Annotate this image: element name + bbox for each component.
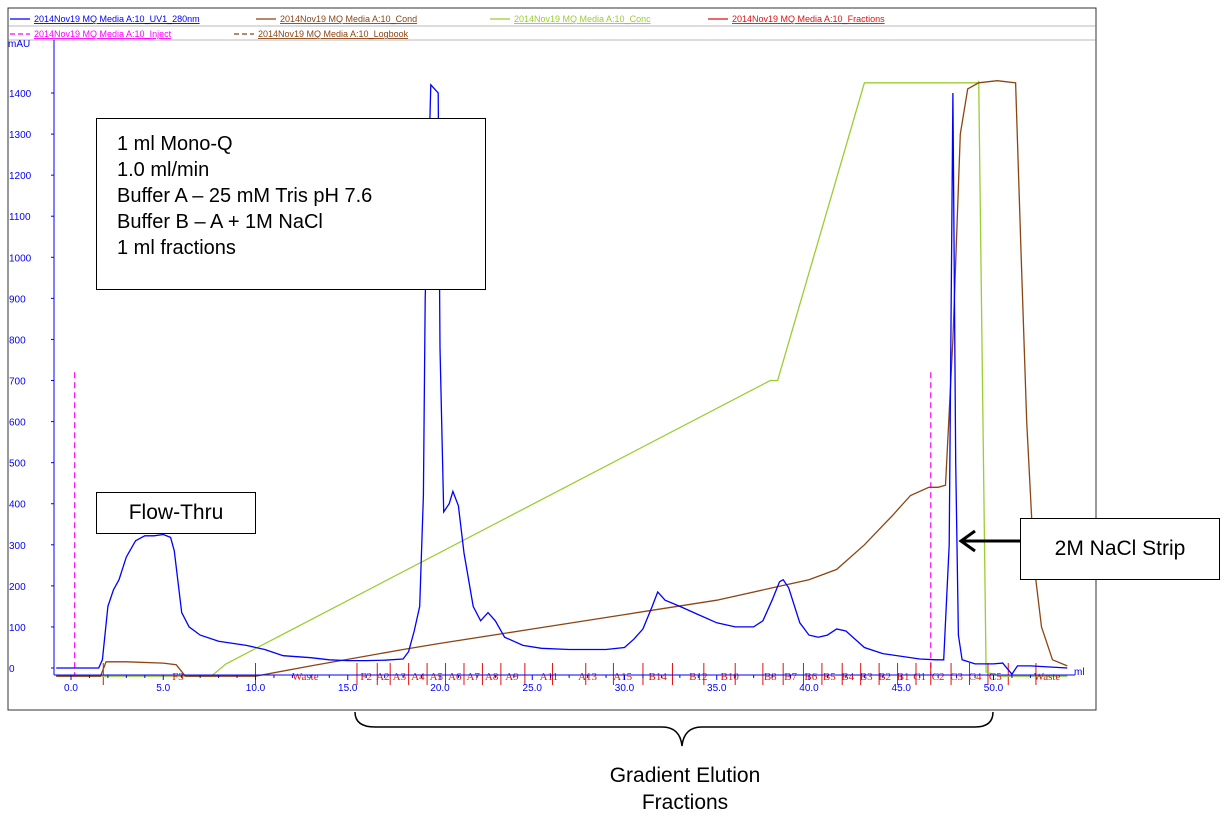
y-tick-label: 400 [9, 500, 26, 511]
fraction-label: A8 [485, 671, 499, 683]
fraction-label: B8 [764, 671, 777, 683]
method-line-buffer-b: Buffer B – A + 1M NaCl [117, 211, 323, 233]
y-tick-label: 100 [9, 623, 26, 634]
concentration-trace [56, 80, 1068, 677]
conductivity-trace [56, 80, 1068, 677]
strip-label: 2M NaCl Strip [1020, 518, 1220, 580]
legend-entry: 2014Nov19 MQ Media A:10_Conc [490, 14, 651, 24]
y-tick-label: 500 [9, 459, 26, 470]
gradient-fractions-brace [354, 711, 994, 747]
fraction-label: F3 [172, 671, 184, 683]
flow-thru-label: Flow-Thru [96, 492, 256, 534]
fraction-label: A11 [540, 671, 559, 683]
fraction-label: Waste [292, 671, 319, 683]
method-line-flow-rate: 1.0 ml/min [117, 159, 210, 181]
y-tick-label: 600 [9, 418, 26, 429]
y-tick-label: 0 [9, 664, 15, 675]
gradient-elution-line1: Gradient Elution [609, 764, 761, 787]
y-tick-label: 900 [9, 294, 26, 305]
x-tick-label: 10.0 [246, 683, 266, 694]
y-tick-label: 1100 [9, 212, 31, 223]
x-tick-label: 25.0 [523, 683, 543, 694]
x-tick-label: 5.0 [156, 683, 170, 694]
y-tick-label: 1200 [9, 171, 32, 182]
fraction-label: B3 [860, 671, 873, 683]
y-tick-label: 1300 [9, 130, 32, 141]
fraction-label: B4 [841, 671, 854, 683]
legend-label: 2014Nov19 MQ Media A:10_Fractions [732, 14, 885, 24]
y-tick-label: 1000 [9, 253, 32, 264]
fraction-label: B10 [720, 671, 739, 683]
y-tick-label: 700 [9, 377, 26, 388]
x-tick-label: 40.0 [799, 683, 819, 694]
fraction-label: B5 [823, 671, 836, 683]
fraction-label: C5 [989, 671, 1002, 683]
legend-label: 2014Nov19 MQ Media A:10_Conc [514, 14, 651, 24]
fraction-label: A3 [393, 671, 407, 683]
strip-arrow-head [958, 529, 976, 553]
x-tick-label: 15.0 [338, 683, 358, 694]
x-tick-label: 45.0 [892, 683, 912, 694]
fraction-label: B6 [804, 671, 817, 683]
x-tick-label: 35.0 [707, 683, 727, 694]
gradient-elution-line2: Fractions [641, 791, 729, 814]
uv-280nm-trace [56, 83, 1068, 676]
legend-entry: 2014Nov19 MQ Media A:10_Inject [10, 29, 172, 39]
x-tick-label: 0.0 [64, 683, 78, 694]
fraction-label: A9 [505, 671, 519, 683]
method-annotation-box: 1 ml Mono-Q 1.0 ml/min Buffer A – 25 mM … [96, 118, 486, 290]
gradient-elution-label: Gradient Elution Fractions [560, 762, 810, 816]
method-line-buffer-a: Buffer A – 25 mM Tris pH 7.6 [117, 185, 373, 207]
fraction-label: B14 [649, 671, 668, 683]
legend-entry: 2014Nov19 MQ Media A:10_UV1_280nm [10, 14, 200, 24]
y-tick-label: 300 [9, 541, 26, 552]
x-tick-label: 50.0 [984, 683, 1004, 694]
fraction-label: A15 [613, 671, 632, 683]
fraction-label: B1 [897, 671, 910, 683]
y-axis-unit: mAU [8, 39, 31, 50]
fraction-label: A4 [411, 671, 425, 683]
legend-label: 2014Nov19 MQ Media A:10_Inject [34, 29, 172, 39]
y-tick-label: 200 [9, 582, 26, 593]
fraction-label: B2 [878, 671, 891, 683]
fraction-label: A6 [448, 671, 462, 683]
x-axis-unit: ml [1074, 667, 1085, 678]
x-tick-label: 30.0 [615, 683, 635, 694]
fraction-label: A2 [376, 671, 389, 683]
legend-label: 2014Nov19 MQ Media A:10_UV1_280nm [34, 14, 200, 24]
method-line-column: 1 ml Mono-Q [117, 133, 233, 155]
method-line-fraction-size: 1 ml fractions [117, 237, 236, 259]
fraction-label: A7 [466, 671, 480, 683]
y-tick-label: 1400 [9, 89, 32, 100]
x-tick-label: 20.0 [430, 683, 450, 694]
fraction-label: Waste [1034, 671, 1061, 683]
legend-entry: 2014Nov19 MQ Media A:10_Cond [256, 14, 417, 24]
legend-label: 2014Nov19 MQ Media A:10_Logbook [258, 29, 409, 39]
legend-entry: 2014Nov19 MQ Media A:10_Fractions [708, 14, 885, 24]
legend-label: 2014Nov19 MQ Media A:10_Cond [280, 14, 417, 24]
y-tick-label: 800 [9, 335, 26, 346]
legend-entry: 2014Nov19 MQ Media A:10_Logbook [234, 29, 409, 39]
